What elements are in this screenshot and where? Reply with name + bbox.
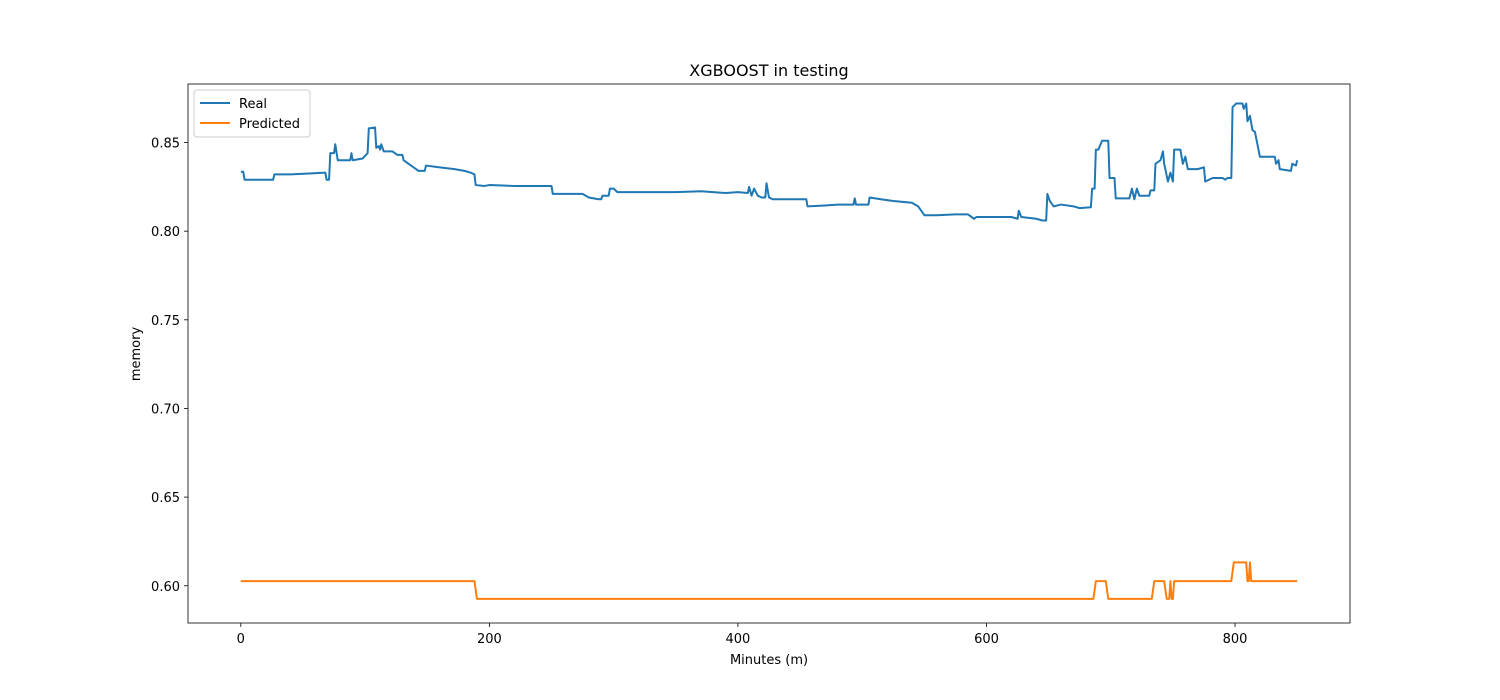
legend-label-real: Real (239, 97, 267, 112)
plot-frame (187, 83, 1351, 624)
x-axis-label: Minutes (m) (730, 653, 808, 668)
x-tick-label: 600 (974, 632, 999, 647)
y-tick-label: 0.60 (151, 580, 180, 595)
y-tick-label: 0.75 (151, 314, 180, 329)
y-tick-label: 0.85 (151, 137, 180, 152)
chart-title: XGBOOST in testing (689, 61, 848, 80)
x-tick-label: 0 (237, 632, 245, 647)
y-axis: 0.60 0.65 0.70 0.75 0.80 0.85 (151, 137, 188, 595)
series-line-predicted (240, 561, 1298, 600)
y-axis-label: memory (129, 327, 144, 382)
x-tick-label: 400 (726, 632, 751, 647)
y-tick-label: 0.65 (151, 491, 180, 506)
x-tick-label: 800 (1223, 632, 1248, 647)
legend-box (193, 89, 311, 138)
legend: Real Predicted (193, 89, 311, 138)
y-tick-label: 0.70 (151, 402, 180, 417)
legend-label-predicted: Predicted (239, 117, 300, 132)
x-axis: 0 200 400 600 800 (237, 623, 1248, 647)
y-tick-label: 0.80 (151, 225, 180, 240)
series-line-real (240, 102, 1299, 222)
plot-area (240, 102, 1299, 600)
x-tick-label: 200 (477, 632, 502, 647)
